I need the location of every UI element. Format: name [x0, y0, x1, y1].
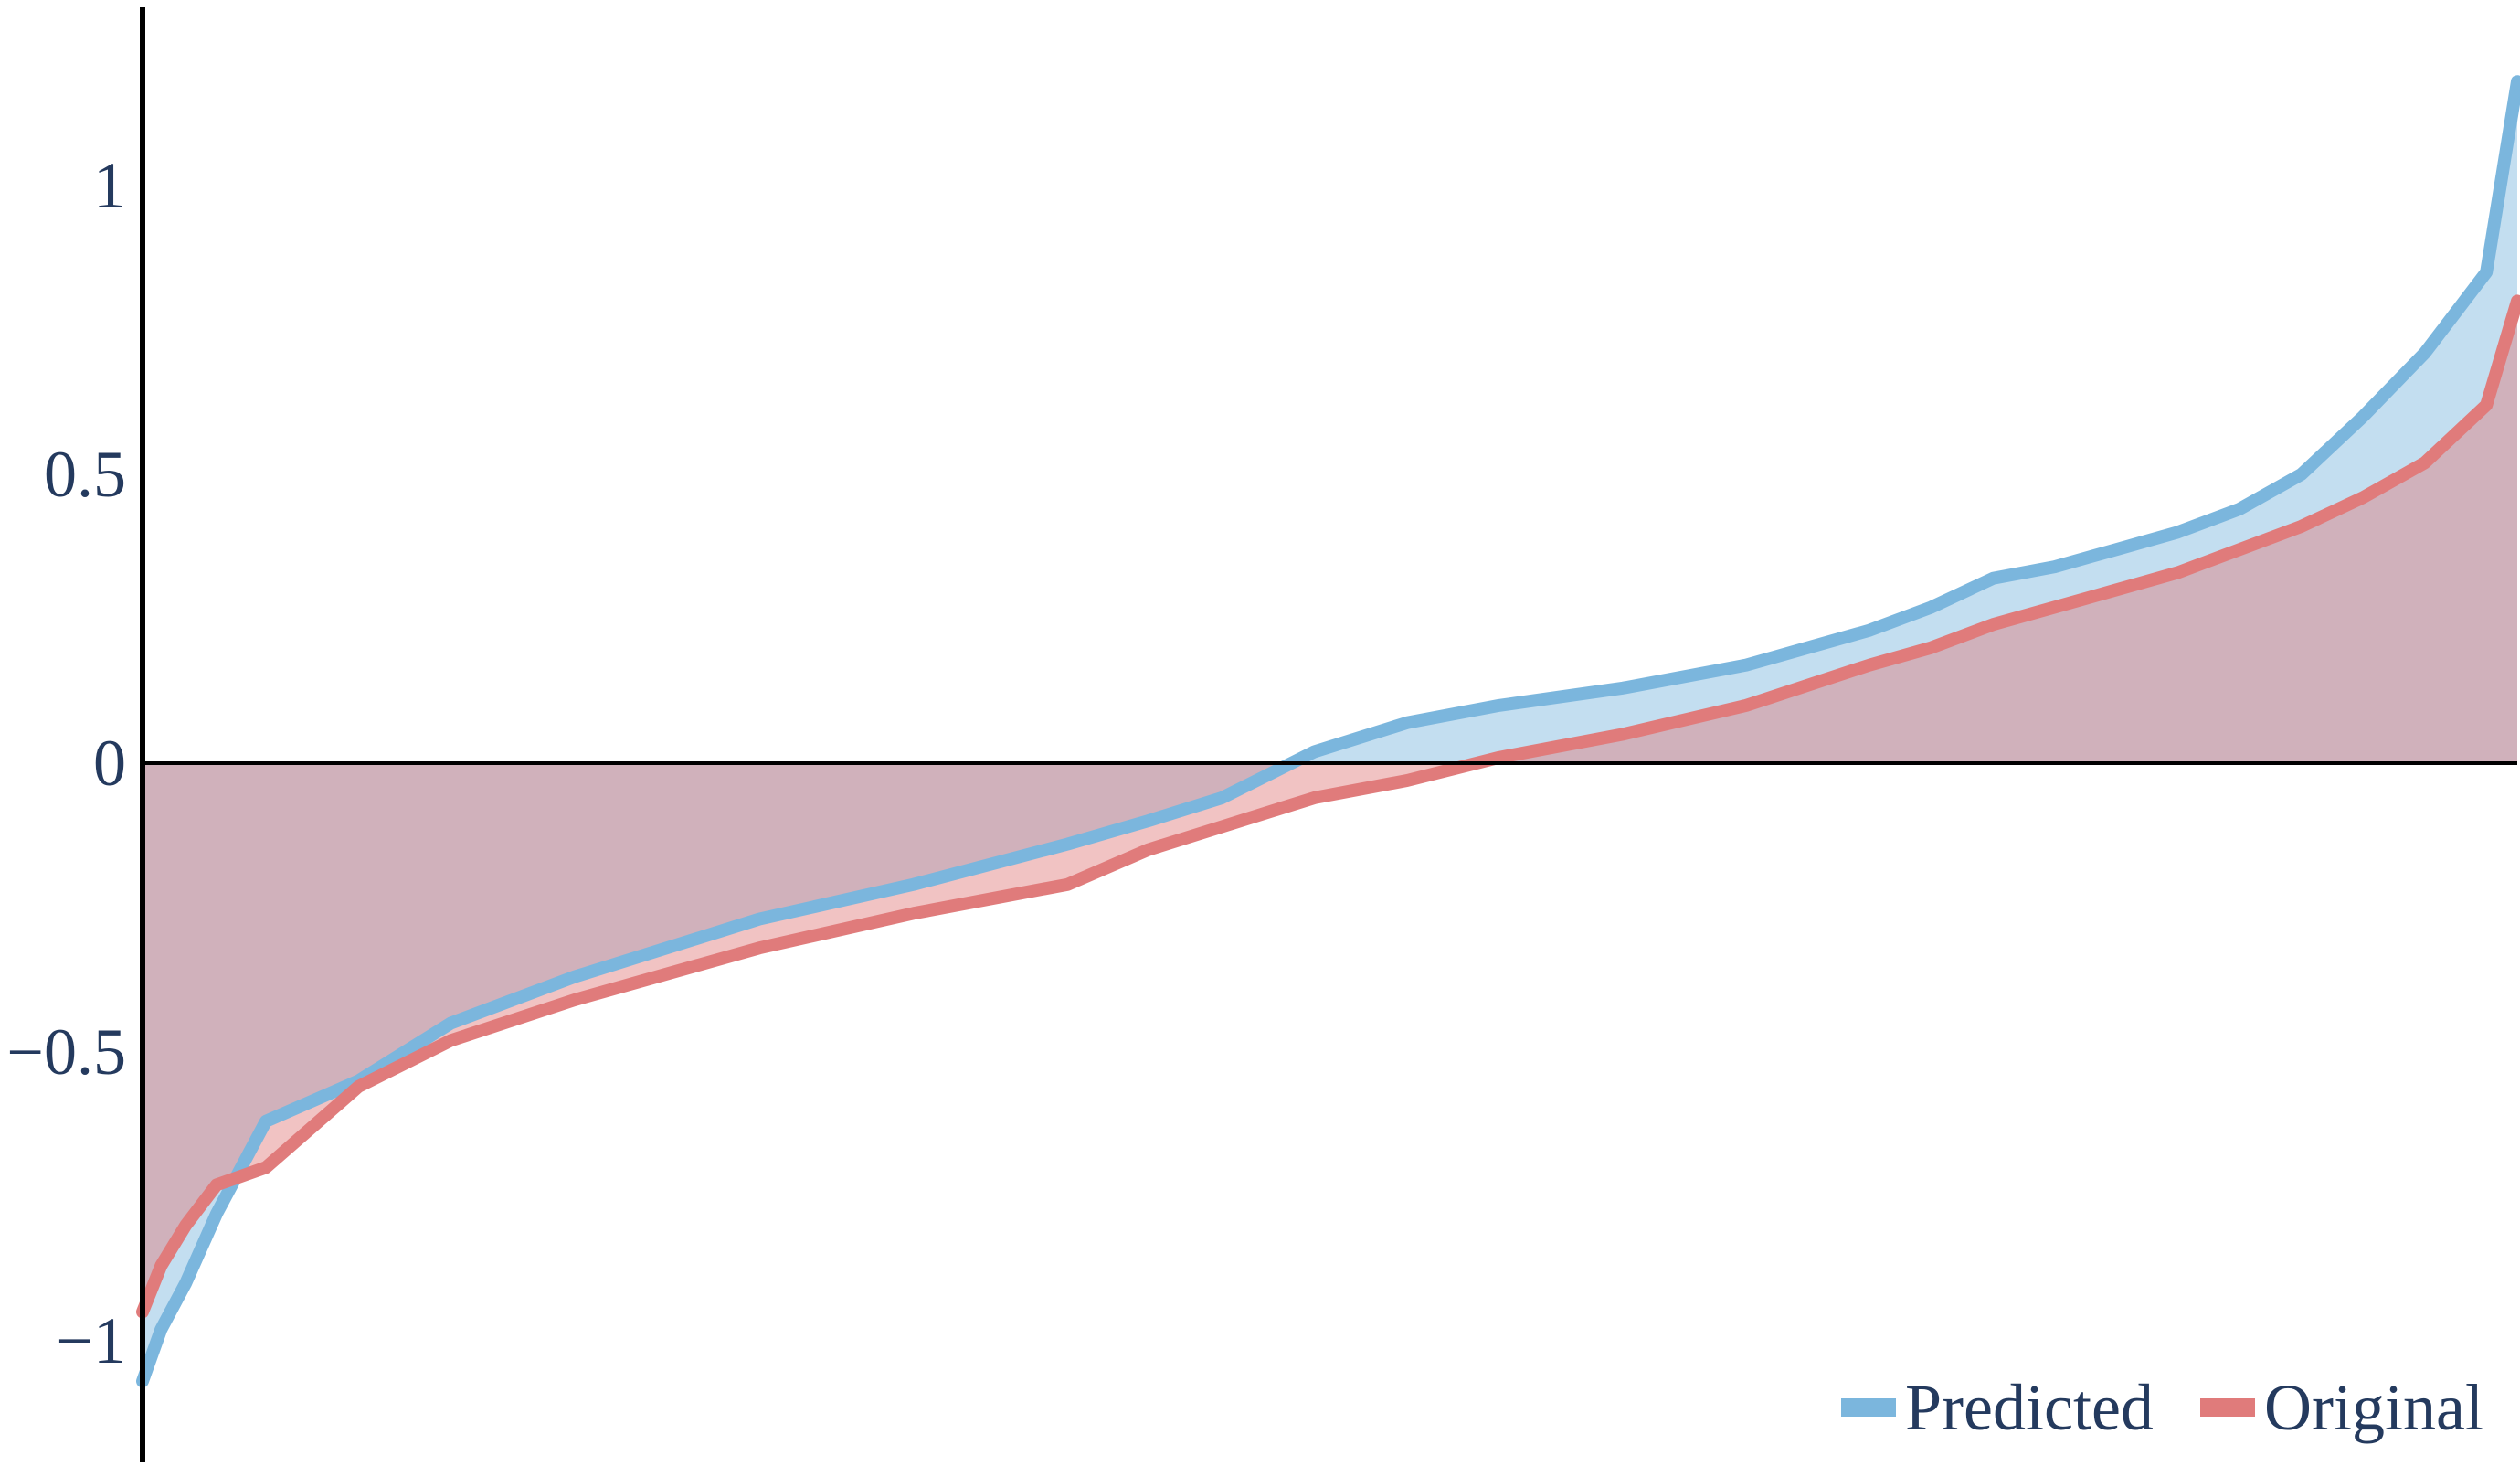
fill-layer	[143, 81, 2517, 1382]
y-tick-label: 0	[93, 727, 126, 800]
legend-swatch-predicted	[1841, 1398, 1896, 1417]
original-area-fill	[143, 301, 2517, 1312]
legend-label-predicted: Predicted	[1905, 1371, 2154, 1444]
legend-label-original: Original	[2264, 1371, 2483, 1444]
axis-layer	[140, 7, 2517, 1462]
y-tick-label: 1	[93, 149, 126, 222]
predicted-series-line	[136, 75, 2520, 1388]
line-layer	[136, 75, 2520, 1388]
y-tick-label: −1	[56, 1304, 126, 1377]
y-tick-label: −0.5	[6, 1015, 126, 1089]
legend-swatch-original	[2200, 1398, 2255, 1417]
original-series-line	[136, 294, 2520, 1319]
predicted-area-fill	[143, 81, 2517, 1382]
y-tick-label: 0.5	[44, 438, 126, 511]
legend: Predicted Original	[1841, 1371, 2483, 1444]
y-tick-labels: 1 0.5 0 −0.5 −1	[6, 149, 126, 1377]
